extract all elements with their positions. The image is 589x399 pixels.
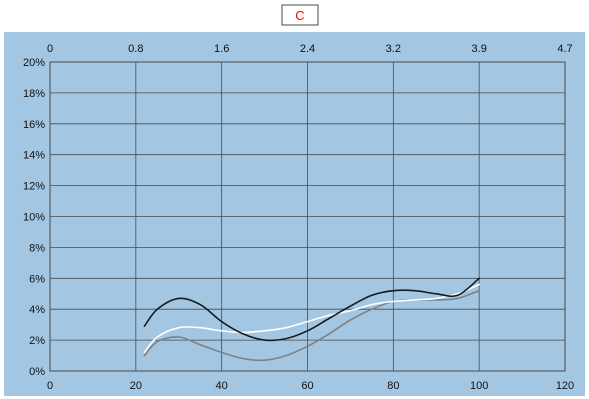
x-top-tick-label: 0 — [47, 43, 53, 55]
x-bottom-tick-label: 100 — [470, 380, 488, 392]
x-bottom-tick-label: 60 — [301, 380, 313, 392]
y-tick-label: 10% — [23, 212, 45, 224]
x-top-tick-label: 4.7 — [557, 43, 572, 55]
plot-frame — [49, 61, 566, 372]
y-tick-label: 14% — [23, 150, 45, 162]
series-line-2 — [143, 283, 480, 354]
x-top-tick-label: 0.8 — [128, 43, 143, 55]
series-group — [143, 277, 480, 362]
x-bottom-tick-label: 80 — [387, 380, 399, 392]
x-top-tick-label: 3.9 — [472, 43, 487, 55]
x-bottom-tick-label: 20 — [130, 380, 142, 392]
x-top-tick-label: 3.2 — [386, 43, 401, 55]
y-tick-label: 12% — [23, 181, 45, 193]
y-tick-label: 6% — [29, 273, 45, 285]
grid — [49, 61, 566, 372]
plot-area — [4, 32, 585, 396]
tick-labels: 0%2%4%6%8%10%12%14%16%18%20%00200.8401.6… — [23, 43, 574, 392]
y-tick-label: 0% — [29, 366, 45, 378]
x-bottom-tick-label: 40 — [216, 380, 228, 392]
x-bottom-tick-label: 120 — [556, 380, 574, 392]
x-top-tick-label: 2.4 — [300, 43, 315, 55]
x-top-tick-label: 1.6 — [214, 43, 229, 55]
y-tick-label: 16% — [23, 119, 45, 131]
title-box — [281, 4, 319, 26]
series-line-1 — [143, 277, 480, 342]
x-bottom-tick-label: 0 — [47, 380, 53, 392]
y-tick-label: 20% — [23, 57, 45, 69]
y-tick-label: 8% — [29, 242, 45, 254]
y-tick-label: 4% — [29, 304, 45, 316]
chart-title: C — [295, 8, 304, 23]
y-tick-label: 2% — [29, 335, 45, 347]
y-tick-label: 18% — [23, 88, 45, 100]
